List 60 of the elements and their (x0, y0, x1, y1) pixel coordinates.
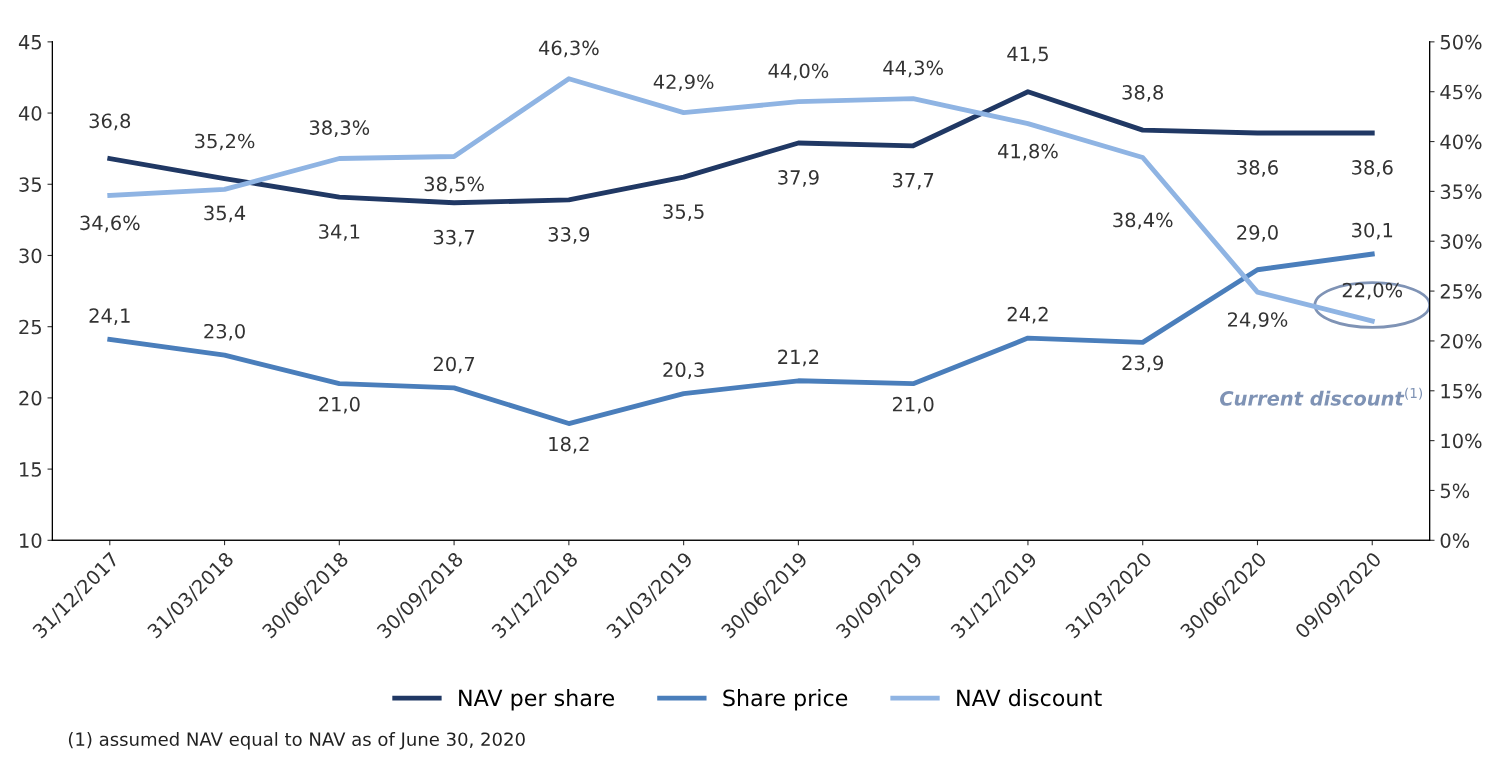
data-label: 21,0 (319, 396, 360, 414)
y2-tick-label: 20% (1440, 333, 1482, 349)
data-label: 44,3% (883, 60, 943, 78)
data-label: 29,0 (1237, 225, 1278, 242)
data-label: 34,1 (319, 224, 360, 241)
data-label: 21,2 (778, 349, 819, 367)
legend-label: NAV discount (957, 689, 1102, 707)
data-label: 35,4 (204, 205, 246, 223)
text: (1) assumed NAV equal to NAV as of June 30, 2020 (68, 732, 525, 750)
data-label: 38,5% (424, 176, 484, 194)
data-label: 38,4% (1113, 212, 1173, 230)
y-tick-label: 35 (19, 177, 41, 192)
data-label: 38,8 (1122, 84, 1164, 102)
legend-label: Share price (723, 689, 848, 711)
data-label: 41,8% (998, 143, 1058, 161)
data-label: 35,5 (663, 204, 704, 221)
data-label: 24,2 (1007, 306, 1048, 324)
y2-tick-label: 0% (1440, 533, 1470, 548)
data-label: 41,5 (1007, 46, 1048, 64)
data-label: 37,9 (778, 170, 819, 187)
data-label: 46,3% (538, 40, 599, 58)
data-label: 34,6% (80, 215, 140, 233)
data-label: 18,2 (549, 436, 589, 454)
y-tick-label: 15 (20, 462, 41, 477)
legend-label: NAV per share (459, 689, 615, 711)
y2-tick-label: 35% (1440, 184, 1482, 200)
y2-tick-label: 10% (1441, 433, 1482, 449)
data-label: 38,3% (309, 120, 370, 137)
data-label: 42,9% (653, 74, 714, 92)
data-label: 20,3 (663, 362, 704, 380)
data-label: 33,9 (548, 226, 590, 244)
data-label: 35,2% (195, 133, 255, 151)
data-label: 38,6 (1237, 160, 1278, 177)
data-label: 30,1 (1352, 222, 1393, 240)
data-label: 38,6 (1352, 160, 1393, 177)
data-label: 23,0 (204, 323, 245, 341)
y2-tick-label: 5% (1440, 483, 1470, 499)
y-tick-label: 45 (18, 35, 41, 50)
y-tick-label: 25 (19, 319, 41, 335)
data-label: 37,7 (893, 172, 934, 190)
data-label: 36,8 (89, 113, 131, 131)
data-label: 23,9 (1122, 355, 1163, 373)
data-label: 21,0 (892, 396, 934, 414)
y-tick-label: 30 (19, 248, 42, 264)
y2-tick-label: 25% (1440, 284, 1482, 299)
y2-tick-label: 50% (1440, 34, 1482, 50)
y2-tick-label: 45% (1440, 84, 1482, 100)
annotation: Current discount$^{(1)}$ (1220, 387, 1423, 406)
data-label: 20,7 (433, 356, 475, 374)
y2-tick-label: 40% (1440, 134, 1482, 150)
data-label: 24,9% (1228, 312, 1288, 329)
data-label: 24,1 (89, 308, 130, 325)
y-tick-label: 20 (19, 390, 42, 406)
data-label: 33,7 (433, 229, 475, 247)
y-tick-label: 10 (20, 533, 42, 548)
y2-tick-label: 30% (1440, 234, 1482, 249)
y2-tick-label: 15% (1441, 383, 1482, 399)
data-label: 44,0% (768, 63, 829, 81)
y-tick-label: 40 (18, 106, 42, 121)
data-label: 22,0% (1342, 282, 1403, 300)
